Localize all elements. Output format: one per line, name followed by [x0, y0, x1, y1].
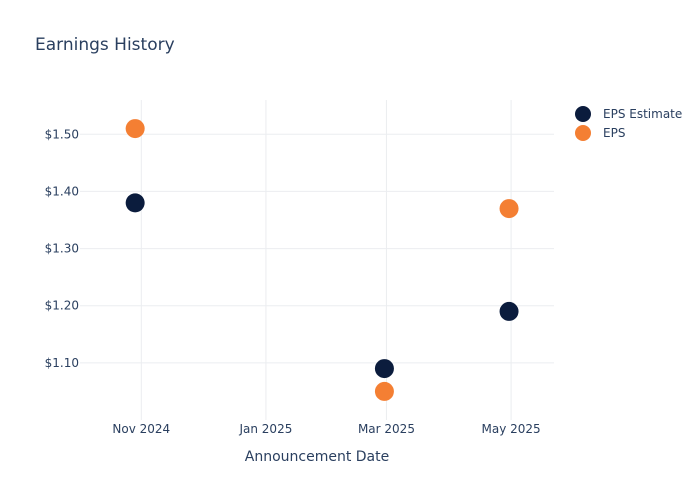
x-tick-label: Mar 2025	[358, 422, 415, 436]
x-tick-label: Nov 2024	[112, 422, 170, 436]
legend-item-eps-estimate[interactable]: EPS Estimate	[575, 106, 682, 122]
eps-estimate-point[interactable]	[125, 193, 145, 213]
axis-ticks: Nov 2024 Jan 2025 Mar 2025 May 2025 $1.10 $1.…	[45, 127, 541, 436]
eps-point[interactable]	[125, 119, 145, 139]
x-tick-label: May 2025	[482, 422, 541, 436]
y-tick-label: $1.30	[45, 242, 79, 256]
eps-estimate-point[interactable]	[374, 359, 394, 379]
y-tick-label: $1.20	[45, 299, 79, 313]
y-tick-label: $1.10	[45, 356, 79, 370]
chart-title: Earnings History	[35, 35, 175, 55]
legend-label: EPS	[603, 126, 625, 140]
eps-point[interactable]	[374, 381, 394, 401]
legend-marker	[575, 106, 591, 122]
grid-lines	[80, 100, 554, 420]
legend-marker	[575, 125, 591, 141]
legend-item-eps[interactable]: EPS	[575, 125, 625, 141]
x-tick-label: Jan 2025	[238, 422, 292, 436]
y-tick-label: $1.50	[45, 127, 79, 141]
legend[interactable]: EPS Estimate EPS	[575, 106, 682, 141]
data-points	[125, 119, 519, 401]
legend-label: EPS Estimate	[603, 107, 682, 121]
x-axis-title: Announcement Date	[245, 449, 389, 465]
eps-estimate-point[interactable]	[499, 301, 519, 321]
y-tick-label: $1.40	[45, 184, 79, 198]
eps-point[interactable]	[499, 199, 519, 219]
